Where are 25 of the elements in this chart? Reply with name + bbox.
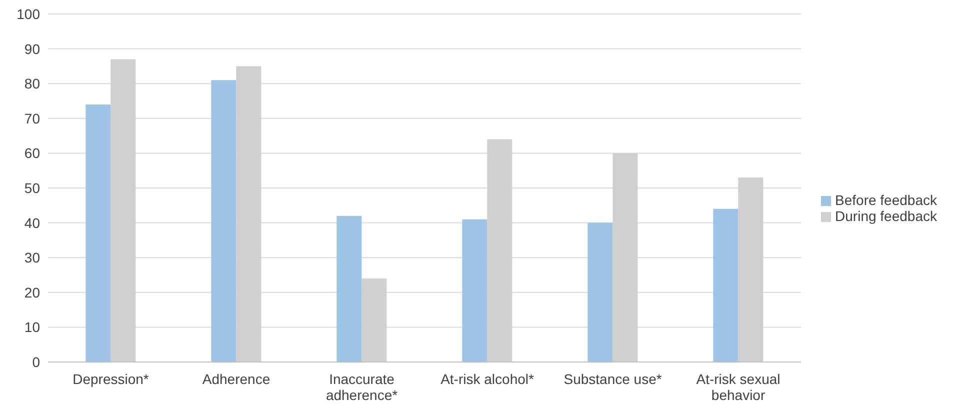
x-tick-label: At-risk alcohol* xyxy=(440,371,534,387)
bar xyxy=(588,222,613,362)
y-tick-label: 100 xyxy=(16,6,40,22)
bar xyxy=(336,216,362,362)
x-tick-label: Inaccurate adherence* xyxy=(326,371,398,403)
y-tick-label: 70 xyxy=(24,110,40,126)
y-tick-label: 50 xyxy=(24,180,40,196)
y-tick-label: 0 xyxy=(32,354,40,370)
y-tick-label: 30 xyxy=(24,250,40,266)
bar xyxy=(211,80,236,362)
x-tick-label: Depression* xyxy=(72,371,150,387)
y-tick-label: 80 xyxy=(24,76,40,92)
y-tick-label: 20 xyxy=(24,284,40,300)
legend-label: Before feedback xyxy=(835,192,937,208)
x-tick-label: At-risk sexual behavior xyxy=(696,371,780,403)
x-tick-label: Adherence xyxy=(202,371,270,387)
x-tick-label: Substance use* xyxy=(564,371,662,387)
y-tick-label: 90 xyxy=(24,40,40,57)
bar xyxy=(86,104,111,362)
bar xyxy=(462,219,488,362)
bar xyxy=(713,208,738,362)
y-tick-label: 60 xyxy=(24,145,40,162)
y-tick-label: 10 xyxy=(24,319,40,336)
legend-label: During feedback xyxy=(835,208,937,224)
y-tick-label: 40 xyxy=(24,214,40,231)
